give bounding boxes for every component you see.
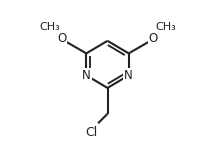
Text: O: O — [57, 32, 67, 45]
Text: Cl: Cl — [86, 126, 98, 139]
Text: CH₃: CH₃ — [155, 22, 176, 32]
Text: N: N — [124, 69, 133, 82]
Text: CH₃: CH₃ — [39, 22, 60, 32]
Text: N: N — [82, 69, 91, 82]
Text: O: O — [148, 32, 158, 45]
